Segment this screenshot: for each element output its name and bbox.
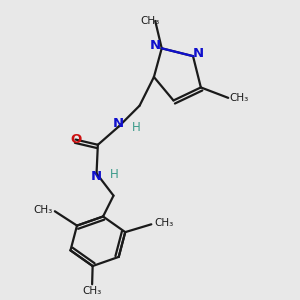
Text: N: N xyxy=(113,117,124,130)
Text: CH₃: CH₃ xyxy=(229,93,248,103)
Text: N: N xyxy=(91,169,102,183)
Text: CH₃: CH₃ xyxy=(82,286,102,296)
Text: N: N xyxy=(150,39,161,52)
Text: CH₃: CH₃ xyxy=(33,205,52,215)
Text: H: H xyxy=(110,168,119,181)
Text: CH₃: CH₃ xyxy=(140,16,160,26)
Text: N: N xyxy=(193,46,204,59)
Text: H: H xyxy=(132,121,141,134)
Text: O: O xyxy=(70,133,81,146)
Text: CH₃: CH₃ xyxy=(154,218,173,228)
